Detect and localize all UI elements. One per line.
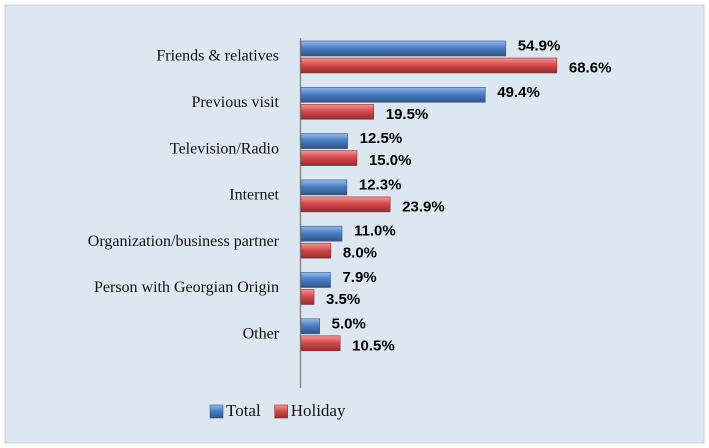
- bar: [300, 196, 391, 213]
- bar: [300, 133, 348, 149]
- bar: [300, 104, 375, 120]
- legend-swatch: [274, 404, 289, 419]
- bar: [300, 272, 331, 288]
- legend-swatch: [209, 404, 224, 419]
- bar: [300, 87, 486, 103]
- value-label: 15.0%: [369, 152, 412, 169]
- value-label: 49.4%: [497, 84, 540, 101]
- value-label: 54.9%: [518, 37, 561, 54]
- category-label: Person with Georgian Origin: [94, 279, 279, 296]
- category-label: Organization/business partner: [88, 233, 280, 250]
- value-label: 19.5%: [386, 106, 429, 123]
- bar: [300, 225, 343, 242]
- value-label: 11.0%: [354, 223, 396, 240]
- value-label: 8.0%: [343, 245, 377, 262]
- value-label: 10.5%: [352, 337, 395, 354]
- bar: [300, 57, 558, 74]
- category-label: Internet: [229, 187, 279, 204]
- category-label: Other: [243, 325, 280, 342]
- category-label: Previous visit: [191, 94, 279, 111]
- value-label: 23.9%: [402, 198, 445, 215]
- value-label: 3.5%: [326, 291, 360, 308]
- plot-background: [4, 4, 705, 444]
- bar: [300, 150, 358, 166]
- bar: [300, 40, 507, 57]
- value-label: 5.0%: [332, 315, 366, 332]
- bar: [300, 242, 332, 259]
- bar: [300, 179, 348, 196]
- value-label: 12.3%: [359, 176, 402, 193]
- legend-label: Total: [226, 401, 261, 420]
- value-label: 7.9%: [342, 269, 376, 286]
- bar: [300, 289, 315, 305]
- category-label: Friends & relatives: [156, 48, 279, 65]
- value-label: 68.6%: [569, 59, 612, 76]
- bar: [300, 318, 320, 335]
- legend-label: Holiday: [291, 401, 346, 420]
- bar: [300, 335, 341, 352]
- category-label: Television/Radio: [170, 140, 279, 157]
- value-label: 12.5%: [360, 130, 403, 147]
